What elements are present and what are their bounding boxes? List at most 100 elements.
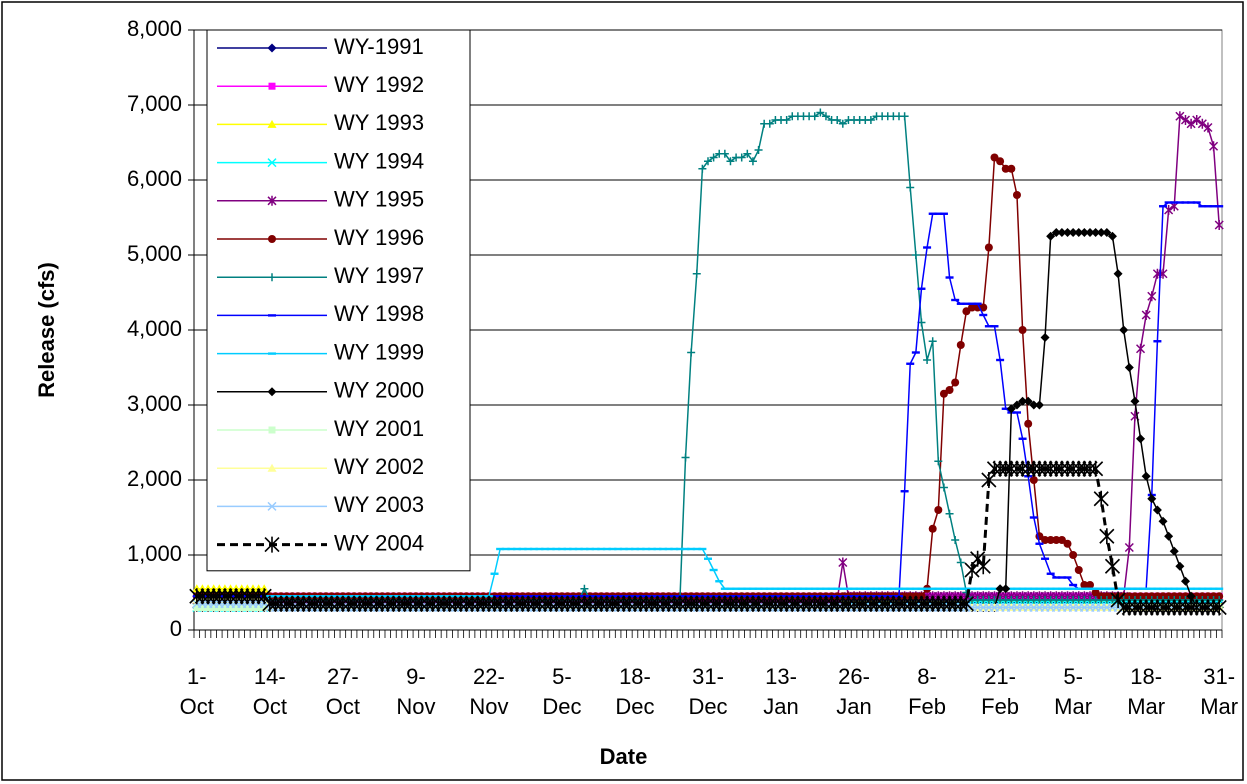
- marker: [970, 550, 986, 567]
- marker: [1170, 587, 1179, 590]
- x-tick-label: 21-Feb: [981, 664, 1020, 719]
- marker: [1051, 228, 1061, 237]
- marker: [956, 341, 965, 349]
- marker: [268, 314, 276, 317]
- marker: [1197, 118, 1207, 129]
- marker: [1052, 536, 1061, 544]
- marker: [1012, 411, 1021, 414]
- marker: [1029, 516, 1038, 519]
- x-tick-label: 31-Dec: [688, 664, 728, 719]
- marker: [1147, 494, 1157, 504]
- marker: [956, 587, 965, 590]
- marker: [883, 587, 892, 590]
- marker: [990, 153, 999, 162]
- y-tick-label: 6,000: [127, 166, 182, 191]
- marker: [1091, 587, 1100, 590]
- marker: [765, 119, 774, 128]
- marker: [215, 604, 223, 611]
- marker: [692, 269, 701, 278]
- marker: [260, 604, 268, 611]
- marker: [973, 302, 982, 305]
- marker: [765, 587, 774, 590]
- marker: [496, 547, 505, 551]
- marker: [968, 303, 977, 312]
- legend-box: [206, 29, 471, 572]
- marker: [928, 337, 937, 346]
- marker: [687, 348, 696, 357]
- marker: [268, 273, 276, 282]
- marker: [1074, 566, 1083, 574]
- marker: [732, 587, 741, 590]
- marker: [267, 501, 277, 511]
- marker: [990, 587, 999, 590]
- marker: [1052, 587, 1061, 590]
- legend-label: WY-1991: [334, 34, 424, 59]
- marker: [1102, 587, 1111, 590]
- marker: [681, 453, 690, 462]
- marker: [928, 524, 937, 533]
- marker: [861, 587, 870, 590]
- marker: [1069, 551, 1078, 559]
- marker: [647, 547, 656, 551]
- marker: [1057, 576, 1066, 579]
- marker: [518, 547, 527, 551]
- marker: [934, 506, 943, 514]
- marker: [1046, 587, 1055, 590]
- marker: [754, 146, 763, 154]
- marker: [1107, 231, 1117, 241]
- marker: [1041, 557, 1050, 560]
- marker: [923, 356, 932, 364]
- legend-label: WY 1997: [334, 263, 424, 288]
- marker: [866, 587, 875, 590]
- marker: [1063, 576, 1072, 579]
- marker: [642, 547, 651, 551]
- marker: [1164, 531, 1174, 541]
- marker: [210, 604, 218, 611]
- marker: [630, 547, 639, 551]
- marker: [1198, 205, 1207, 208]
- marker: [1091, 228, 1101, 237]
- marker: [692, 547, 701, 551]
- marker: [1012, 191, 1021, 199]
- marker: [529, 547, 538, 551]
- marker: [923, 246, 932, 249]
- marker: [1159, 587, 1168, 590]
- marker: [1124, 363, 1134, 372]
- marker: [1001, 164, 1010, 173]
- marker: [906, 587, 915, 590]
- x-tick-label: 5-Mar: [1054, 664, 1093, 719]
- y-tick-label: 0: [170, 616, 182, 641]
- marker: [1024, 587, 1033, 590]
- marker: [1214, 220, 1224, 230]
- marker: [268, 235, 276, 243]
- legend-label: WY 1995: [334, 187, 424, 212]
- marker: [1057, 536, 1066, 544]
- marker: [1124, 542, 1134, 553]
- marker: [1007, 164, 1016, 173]
- marker: [1069, 583, 1078, 587]
- marker: [1023, 396, 1033, 406]
- marker: [268, 352, 276, 355]
- marker: [1209, 205, 1218, 208]
- x-tick-label: 18-Dec: [615, 664, 655, 719]
- marker: [900, 112, 909, 121]
- marker: [1159, 205, 1168, 208]
- x-tick-label: 13-Jan: [763, 664, 799, 719]
- marker: [1203, 122, 1213, 133]
- marker: [934, 212, 943, 215]
- marker: [850, 587, 859, 590]
- marker: [939, 389, 948, 398]
- marker: [267, 119, 277, 128]
- marker: [973, 587, 982, 590]
- marker: [1024, 419, 1033, 428]
- marker: [788, 587, 797, 590]
- marker: [917, 287, 926, 290]
- marker: [984, 587, 993, 590]
- marker: [844, 587, 853, 590]
- marker: [1046, 572, 1055, 575]
- marker: [1187, 201, 1196, 204]
- marker: [1035, 587, 1044, 590]
- marker: [743, 587, 752, 590]
- x-tick-label: 5-Dec: [542, 664, 582, 719]
- marker: [968, 587, 977, 590]
